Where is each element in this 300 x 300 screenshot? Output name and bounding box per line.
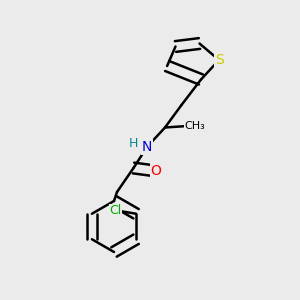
Text: CH₃: CH₃ (184, 121, 206, 131)
Text: O: O (151, 164, 161, 178)
Text: Cl: Cl (110, 204, 122, 217)
Text: H: H (129, 137, 138, 150)
Text: S: S (214, 53, 224, 67)
Text: N: N (142, 140, 152, 154)
